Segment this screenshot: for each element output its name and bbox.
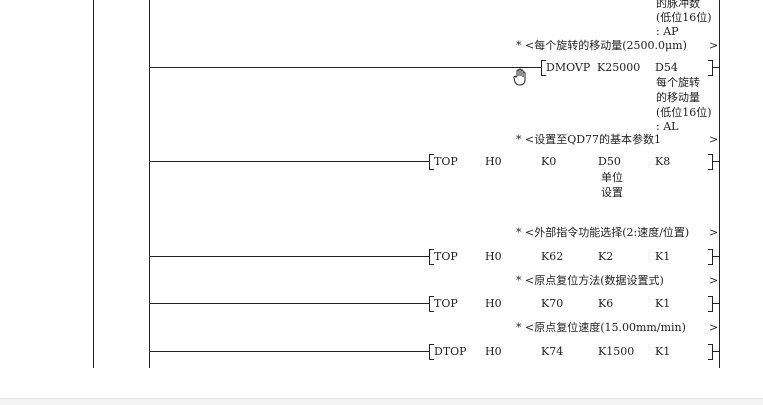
instruction-bracket-left (429, 296, 434, 312)
statement-end: > (709, 39, 719, 52)
rung-wire (713, 67, 719, 68)
device-comment: (低位16位) (656, 11, 712, 24)
rung-wire (149, 161, 429, 162)
instruction-bracket-right (708, 249, 713, 265)
right-power-rail (719, 0, 720, 368)
operand: K1 (655, 345, 671, 358)
rung-wire (149, 351, 429, 352)
operand: K62 (541, 250, 564, 263)
instruction: TOP (434, 250, 458, 263)
contact-column-line (149, 0, 150, 368)
rung-wire (713, 303, 719, 304)
rung-wire (149, 303, 429, 304)
operand: K70 (541, 297, 564, 310)
device-comment: (低位16位) (656, 106, 712, 119)
instruction: DTOP (434, 345, 467, 358)
instruction-bracket-right (708, 296, 713, 312)
rung-wire (713, 161, 719, 162)
operand: K74 (541, 345, 564, 358)
operand: K0 (541, 155, 557, 168)
instruction-bracket-right (708, 154, 713, 170)
rung-wire (149, 67, 541, 68)
instruction-bracket-left (541, 60, 546, 76)
operand: K25000 (597, 61, 641, 74)
operand: K1500 (598, 345, 635, 358)
instruction-bracket-left (429, 154, 434, 170)
instruction-bracket-right (708, 344, 713, 360)
device-comment: 每个旋转 (656, 76, 700, 89)
operand: K1 (655, 297, 671, 310)
instruction: DMOVP (546, 61, 591, 74)
operand: D54 (655, 61, 678, 74)
statement-comment: * <外部指令功能选择(2:速度/位置) (516, 226, 690, 239)
instruction-bracket-left (429, 344, 434, 360)
instruction-bracket-right (708, 60, 713, 76)
device-comment: : AP (656, 25, 679, 38)
operand: H0 (485, 250, 502, 263)
device-comment: 设置 (601, 186, 623, 199)
operand: H0 (485, 297, 502, 310)
operand: K6 (598, 297, 614, 310)
instruction: TOP (434, 155, 458, 168)
operand: K8 (655, 155, 671, 168)
rung-wire (713, 351, 719, 352)
device-comment: 单位 (601, 171, 623, 184)
instruction-bracket-left (429, 249, 434, 265)
statement-comment: * <原点复位速度(15.00mm/min) (516, 321, 686, 334)
operand: K1 (655, 250, 671, 263)
statement-comment: * <原点复位方法(数据设置式) (516, 274, 664, 287)
operand: H0 (485, 345, 502, 358)
statement-end: > (709, 321, 719, 334)
operand: D50 (598, 155, 621, 168)
statement-end: > (709, 274, 719, 287)
operand: K2 (598, 250, 614, 263)
left-power-rail (93, 0, 94, 368)
instruction: TOP (434, 297, 458, 310)
rung-wire (149, 256, 429, 257)
device-comment: 的脉冲数 (656, 0, 700, 10)
device-comment: : AL (656, 120, 679, 133)
device-comment: 的移动量 (656, 91, 700, 104)
statement-end: > (709, 226, 719, 239)
statement-comment: * <每个旋转的移动量(2500.0μm) (516, 39, 687, 52)
statement-end: > (709, 133, 719, 146)
operand: H0 (485, 155, 502, 168)
status-strip (0, 398, 763, 405)
hand-cursor-icon (513, 68, 526, 86)
statement-comment: * <设置至QD77的基本参数1 (516, 133, 662, 146)
rung-wire (713, 256, 719, 257)
